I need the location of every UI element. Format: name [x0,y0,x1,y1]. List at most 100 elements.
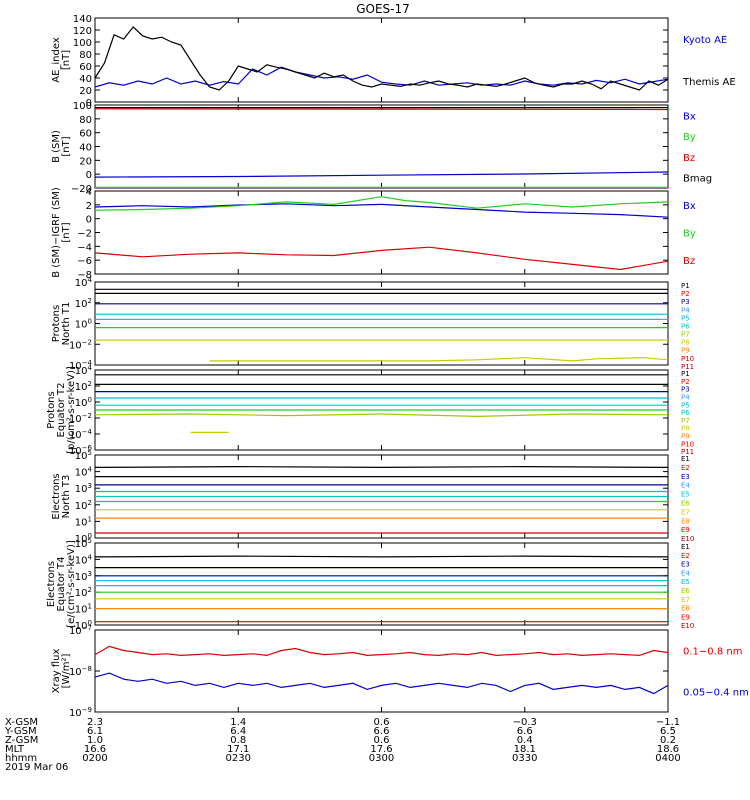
x-axis-row-label: X-GSM [5,717,38,728]
series-line [94,108,669,111]
legend-label: P4 [681,393,690,401]
x-axis-value: 0230 [226,753,251,764]
y-tick-label: −6 [77,256,92,267]
legend-label: E10 [681,622,694,630]
y-tick-label: 60 [79,129,92,140]
legend-label: By [683,229,696,240]
y-tick-label: 102 [75,586,92,599]
y-tick-label: 0 [86,170,92,181]
x-axis-value: 0.2 [660,735,676,746]
legend-label: Bz [683,153,695,164]
y-tick-label: 60 [79,62,92,73]
y-tick-label: 10−8 [69,665,92,678]
legend-label: 0.1−0.8 nm [683,647,742,658]
y-axis-label: B (SM)−IGRF (SM)[nT] [51,187,72,278]
x-axis-value: 18.6 [657,744,679,755]
series-line [94,645,669,657]
series-line [94,555,669,558]
series-line [94,203,669,218]
x-axis-value: 1.0 [87,735,103,746]
panel-frame [94,190,669,275]
y-tick-label: 20 [79,156,92,167]
series-line [94,26,669,91]
series-line [94,672,669,695]
panel-frame [94,629,669,713]
y-tick-label: 102 [75,499,92,512]
x-axis-value: 6.6 [374,726,390,737]
legend-label: P3 [681,298,690,306]
x-axis-value: 0.8 [230,735,246,746]
legend-label: E10 [681,535,694,543]
panel-3: 4 2 0 −2 −4 −6 −8 B (SM)−IGRF (SM)[nT] Bx By Bz [51,187,696,281]
legend-label: 0.05−0.4 nm [683,688,749,699]
y-tick-label: 102 [75,380,92,393]
y-tick-label: −20 [71,184,92,195]
legend-label: P8 [681,339,690,347]
legend-label: P7 [681,417,690,425]
legend-label: P11 [681,448,694,456]
y-tick-label: 0 [86,215,92,226]
y-tick-label: 40 [79,143,92,154]
legend-label: P1 [681,370,690,378]
y-tick-label: 0 [86,98,92,109]
y-tick-label: −4 [77,242,92,253]
x-axis-value: 0330 [512,753,537,764]
x-axis-value: −1.1 [656,717,680,728]
legend-label: P5 [681,314,690,322]
y-tick-label: 2 [86,201,92,212]
y-tick-label: 140 [73,14,92,25]
x-axis-value: 17.1 [227,744,249,755]
series-line [94,66,669,88]
series-line [94,465,669,469]
legend-label: E5 [681,578,690,586]
legend-label: E1 [681,455,690,463]
series-line [94,171,669,178]
y-axis-label: ElectronsNorth T3 [51,473,72,519]
panel-frame [94,542,669,626]
y-tick-label: 103 [75,570,92,583]
y-tick-label: 105 [75,537,92,550]
y-tick-label: −2 [77,229,92,240]
y-tick-label: 10−7 [69,624,92,637]
y-tick-label: 104 [75,466,93,479]
legend-label: E1 [681,543,690,551]
x-axis-value: 6.5 [660,726,676,737]
series-line [94,413,669,418]
y-axis-label: ProtonsEquator T2[p/(cm²-s-sr-keV)] [46,366,77,454]
y-tick-label: 103 [75,482,92,495]
x-axis-row-label: MLT [5,744,25,755]
y-axis-label: B (SM)[nT] [51,130,72,163]
legend-label: E6 [681,587,690,595]
legend-label: E7 [681,596,690,604]
y-tick-label: 100 [73,101,92,112]
y-axis-label: AE_index[nT] [51,37,72,83]
series-line [209,357,669,362]
x-axis-value: 6.4 [230,726,246,737]
y-tick-label: 80 [79,115,92,126]
y-tick-label: 4 [86,187,92,198]
plot-title: GOES-17 [356,2,410,16]
x-axis-value: 0300 [369,753,394,764]
series-line [94,246,669,271]
x-axis-value: 17.6 [370,744,392,755]
series-line [94,196,669,211]
legend-label: P10 [681,355,694,363]
legend-label: P6 [681,409,690,417]
y-tick-label: 20 [79,86,92,97]
legend-label: E3 [681,561,690,569]
x-axis-value: 18.1 [514,744,536,755]
legend-label: Bx [683,201,696,212]
y-axis-label: Xray flux[W/m²] [51,649,72,694]
legend-label: Bmag [683,174,712,185]
legend-label: E9 [681,526,690,534]
x-axis-value: −0.3 [513,717,537,728]
y-tick-label: 80 [79,50,92,61]
legend-label: E4 [681,569,690,577]
